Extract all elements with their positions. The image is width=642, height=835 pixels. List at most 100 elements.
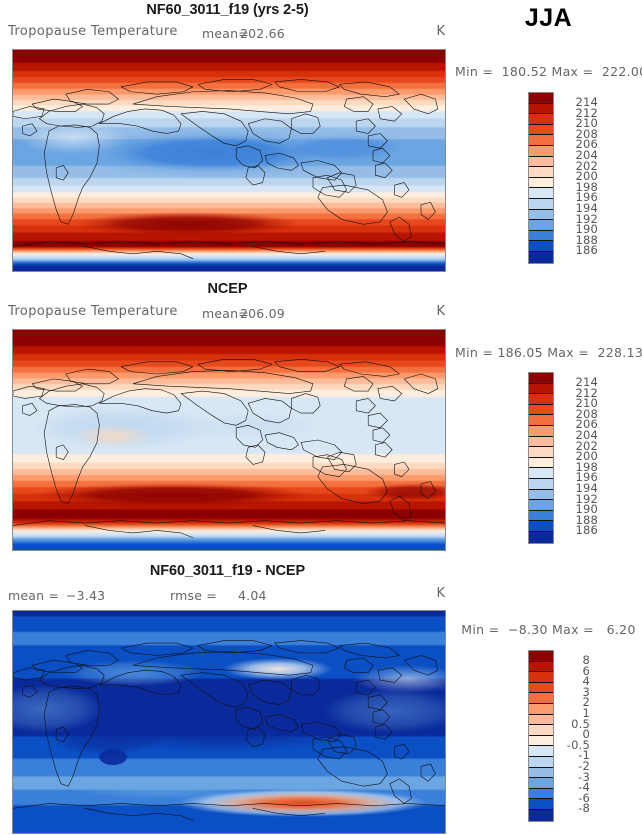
colorbar-tick: 3	[582, 685, 590, 699]
colorbar-tick: 4	[582, 674, 590, 688]
colorbar-band	[529, 198, 553, 210]
colorbar-band	[529, 457, 553, 469]
colorbar-tick: 198	[575, 180, 598, 194]
mean-value-ncep: 206.09	[240, 306, 285, 321]
colorbar-band	[529, 661, 553, 673]
units-label-diff: K	[436, 586, 445, 601]
colorbar-band	[529, 703, 553, 715]
panel-meta-ncep: Tropopause Temperature mean= 206.09 K	[0, 304, 455, 321]
colorbar-band	[529, 177, 553, 189]
map-fill-diff	[13, 611, 445, 833]
colorbar-tick: 202	[575, 439, 598, 453]
contour-fill-diff	[13, 611, 445, 833]
colorbar-band	[529, 373, 553, 384]
colorbar-band	[529, 735, 553, 747]
colorbar-tick: -0.5	[566, 738, 590, 752]
colorbar-tick: -4	[578, 780, 590, 794]
colorbar-band	[529, 220, 553, 231]
colorbar-tick: 192	[575, 212, 598, 226]
colorbar-ticks-ncep: 214 212 210 208 206 204 202 200 198 196 …	[556, 372, 616, 542]
colorbar-band	[529, 746, 553, 757]
panel-title-ncep: NCEP	[207, 281, 248, 297]
colorbar-tick: 214	[575, 95, 598, 109]
colorbar-tick: 196	[575, 190, 598, 204]
colorbar-band	[529, 500, 553, 511]
colorbar-tick: 188	[575, 233, 598, 247]
colorbar-tick: 204	[575, 148, 598, 162]
colorbar-tick: -8	[578, 801, 590, 815]
minmax-model: Min = 180.52 Max = 222.00	[455, 64, 642, 79]
colorbar-tick: -6	[578, 791, 590, 805]
colorbar-tick: 8	[582, 653, 590, 667]
colorbar-band	[529, 135, 553, 146]
colorbar-band	[529, 799, 553, 810]
colorbar-ticks-model: 214 212 210 208 206 204 202 200 198 196 …	[556, 92, 616, 262]
colorbar-tick: 0.5	[571, 717, 590, 731]
colorbar-band	[529, 767, 553, 779]
colorbar-tick: 200	[575, 449, 598, 463]
colorbar-band	[529, 156, 553, 168]
colorbar-band	[529, 778, 553, 789]
units-label-model: K	[436, 24, 445, 39]
mean-value-model: 202.66	[240, 26, 285, 41]
colorbar-band	[529, 447, 553, 458]
colorbar-tick: 202	[575, 159, 598, 173]
map-ncep	[12, 329, 446, 551]
colorbar-tick: 194	[575, 481, 598, 495]
colorbar-band	[529, 241, 553, 252]
colorbar-tick: 190	[575, 502, 598, 516]
map-fill-model	[13, 50, 445, 271]
colorbar-tick: -2	[578, 759, 590, 773]
colorbar-tick: 192	[575, 492, 598, 506]
colorbar-band	[529, 124, 553, 136]
colorbar-tick: -3	[578, 770, 590, 784]
colorbar-band	[529, 230, 553, 242]
colorbar-tick: 208	[575, 127, 598, 141]
panel-title-model: NF60_3011_f19 (yrs 2-5)	[146, 2, 309, 18]
colorbar-band	[529, 188, 553, 199]
units-label-ncep: K	[436, 304, 445, 319]
field-label-ncep: Tropopause Temperature	[8, 304, 178, 319]
colorbar-band	[529, 693, 553, 704]
map-diff	[12, 610, 446, 834]
coastlines-model	[13, 79, 445, 260]
colorbar-band	[529, 145, 553, 157]
colorbar-band	[529, 468, 553, 479]
colorbar-tick: 206	[575, 137, 598, 151]
colorbar-band	[529, 725, 553, 736]
field-label-model: Tropopause Temperature	[8, 24, 178, 39]
colorbar-ticks-diff: 8 6 4 3 2 1 0.5 0 -0.5 -1 -2 -3 -4 -6 -8	[556, 650, 616, 820]
colorbar-tick: 210	[575, 116, 598, 130]
colorbar-band	[529, 251, 553, 263]
colorbar-tick: 210	[575, 396, 598, 410]
coastlines-diff	[13, 640, 445, 821]
colorbar-tick: 214	[575, 375, 598, 389]
colorbar-ncep	[528, 372, 554, 544]
rmse-label-diff: rmse =	[170, 588, 217, 603]
colorbar-tick: -1	[578, 748, 590, 762]
colorbar-band	[529, 510, 553, 522]
colorbar-band	[529, 714, 553, 726]
colorbar-band	[529, 93, 553, 104]
colorbar-model	[528, 92, 554, 264]
colorbar-band	[529, 103, 553, 115]
mean-label-ncep: mean=	[202, 306, 249, 321]
colorbar-diff	[528, 650, 554, 822]
colorbar-band	[529, 809, 553, 821]
colorbar-tick: 2	[582, 695, 590, 709]
colorbar-band	[529, 672, 553, 683]
colorbar-band	[529, 682, 553, 694]
mean-label-model: mean=	[202, 26, 249, 41]
colorbar-band	[529, 394, 553, 405]
panel-meta-diff: mean = −3.43 rmse = 4.04 K	[0, 586, 455, 603]
colorbar-tick: 208	[575, 407, 598, 421]
colorbar-band	[529, 404, 553, 416]
colorbar-band	[529, 425, 553, 437]
colorbar-tick: 212	[575, 386, 598, 400]
map-model	[12, 49, 446, 272]
colorbar-tick: 1	[582, 706, 590, 720]
mean-label-diff: mean =	[8, 588, 60, 603]
colorbar-tick: 6	[582, 664, 590, 678]
colorbar-band	[529, 756, 553, 768]
colorbar-band	[529, 209, 553, 221]
